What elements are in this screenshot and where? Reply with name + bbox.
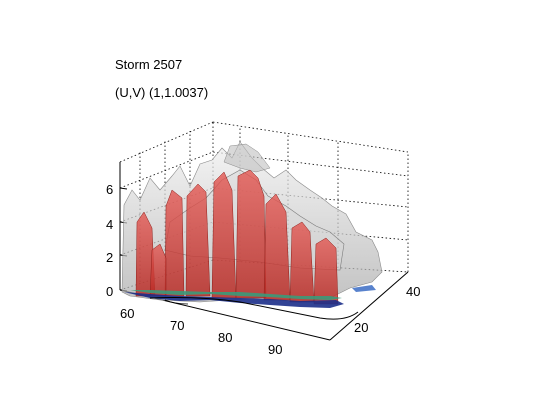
floor-contour — [149, 297, 359, 320]
red-column — [235, 169, 267, 299]
red-column — [149, 243, 167, 297]
green-base — [130, 290, 342, 300]
blue-base — [124, 292, 344, 308]
red-surface — [135, 169, 339, 305]
z-tick-2: 2 — [106, 250, 113, 265]
x-tick-90: 90 — [268, 342, 282, 357]
floor-contour-2 — [164, 299, 189, 305]
x-tick-60: 60 — [120, 306, 134, 321]
tick-labels: 0 2 4 6 60 70 80 90 20 40 — [106, 182, 420, 357]
blue-patch — [352, 285, 376, 292]
grey-peak — [223, 143, 271, 173]
red-column — [263, 193, 291, 301]
y-tick-20: 20 — [354, 320, 368, 335]
z-tick-4: 4 — [106, 217, 113, 232]
y-tick-40: 40 — [406, 284, 420, 299]
chart-title: Storm 2507 — [115, 57, 183, 72]
x-tick-80: 80 — [218, 330, 232, 345]
red-column — [164, 189, 185, 297]
x-tick-70: 70 — [170, 318, 184, 333]
z-tick-0: 0 — [106, 284, 113, 299]
z-tick-6: 6 — [106, 182, 113, 197]
red-column — [313, 237, 339, 305]
y-axis — [329, 271, 409, 341]
chart-subtitle: (U,V) (1,1.0037) — [115, 85, 209, 100]
back-top-right — [212, 121, 409, 153]
red-column — [185, 183, 211, 297]
back-top-left — [119, 121, 214, 163]
isosurfaces — [121, 141, 383, 320]
